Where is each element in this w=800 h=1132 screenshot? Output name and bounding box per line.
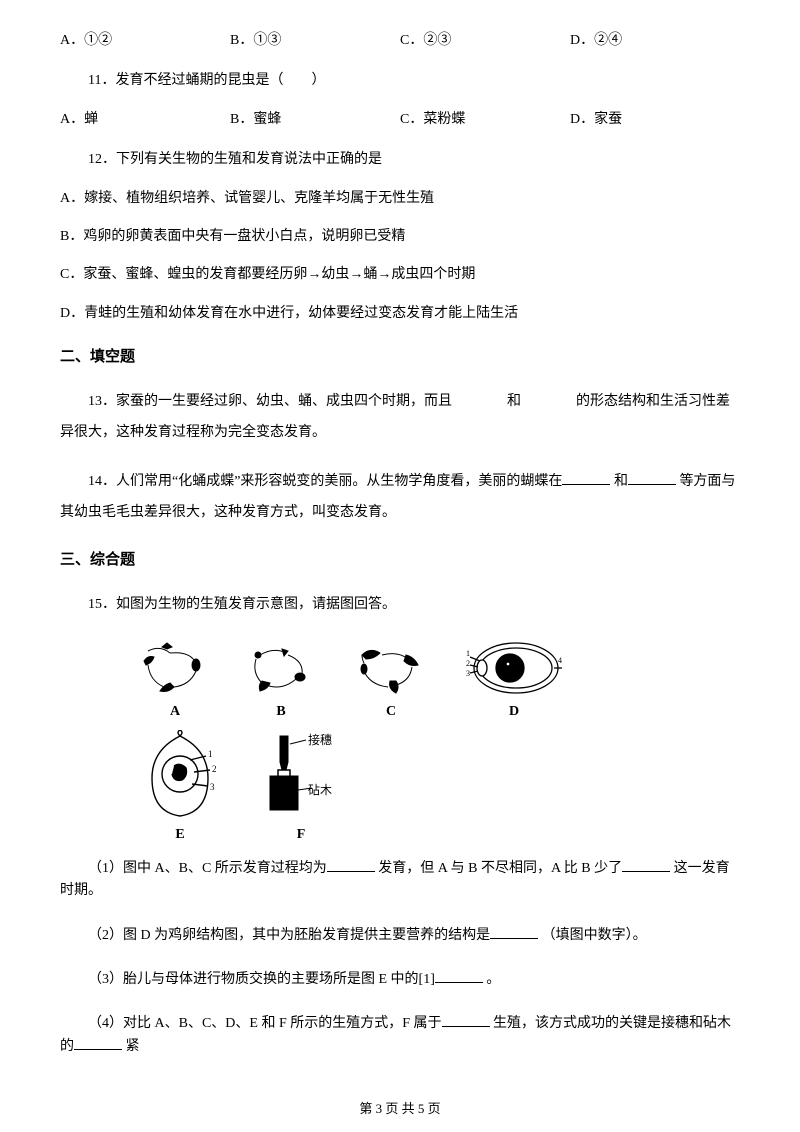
svg-text:2: 2 bbox=[466, 659, 470, 668]
q10-opt-a: A．①② bbox=[60, 30, 230, 52]
q12-opt-d: D．青蛙的生殖和幼体发育在水中进行，幼体要经过变态发育才能上陆生活 bbox=[60, 303, 740, 325]
q15-1: （1）图中 A、B、C 所示发育过程均为 发育，但 A 与 B 不尽相同，A 比… bbox=[60, 858, 740, 903]
q10-opt-b: B．①③ bbox=[230, 30, 400, 52]
q11-stem: 11．发育不经过蛹期的昆虫是（ ） bbox=[60, 70, 740, 92]
q15-4: （4）对比 A、B、C、D、E 和 F 所示的生殖方式，F 属于 生殖，该方式成… bbox=[60, 1013, 740, 1058]
q15-2: （2）图 D 为鸡卵结构图，其中为胚胎发育提供主要营养的结构是 （填图中数字）。 bbox=[60, 925, 740, 947]
q15-4-blank-1 bbox=[442, 1013, 490, 1027]
figure-d: 1 2 3 4 D bbox=[466, 639, 562, 723]
q15-stem: 15．如图为生物的生殖发育示意图，请据图回答。 bbox=[60, 590, 740, 621]
figure-f: 接穗 砧木 F bbox=[256, 730, 346, 846]
q15-1-a: （1）图中 A、B、C 所示发育过程均为 bbox=[88, 861, 327, 876]
q12-stem: 12．下列有关生物的生殖和发育说法中正确的是 bbox=[60, 149, 740, 171]
q11-opt-c: C．菜粉蝶 bbox=[400, 109, 570, 131]
q11-opt-b: B．蜜蜂 bbox=[230, 109, 400, 131]
figure-e-svg: 1 2 3 bbox=[140, 730, 220, 820]
q15-2-b: （填图中数字）。 bbox=[542, 928, 647, 943]
svg-text:1: 1 bbox=[208, 749, 213, 759]
q14-text-b: 和 bbox=[614, 474, 628, 489]
figure-row-2: 1 2 3 E 接穗 砧木 bbox=[140, 730, 740, 846]
svg-text:3: 3 bbox=[210, 782, 215, 792]
q11-options: A．蝉 B．蜜蜂 C．菜粉蝶 D．家蚕 bbox=[60, 109, 740, 131]
section-3-heading: 三、综合题 bbox=[60, 548, 740, 572]
q14-text-a: 14．人们常用“化蛹成蝶”来形容蜕变的美丽。从生物学角度看，美丽的蝴蝶在 bbox=[88, 474, 562, 489]
figure-b-label: B bbox=[276, 701, 285, 723]
q15-4-blank-2 bbox=[74, 1036, 122, 1050]
figure-d-label: D bbox=[509, 701, 519, 723]
q15-4-a: （4）对比 A、B、C、D、E 和 F 所示的生殖方式，F 属于 bbox=[88, 1016, 442, 1031]
q10-opt-d: D．②④ bbox=[570, 30, 740, 52]
figure-c: C bbox=[352, 641, 430, 723]
q15-3-blank bbox=[435, 969, 483, 983]
figure-d-svg: 1 2 3 4 bbox=[466, 639, 562, 697]
q10-opt-c: C．②③ bbox=[400, 30, 570, 52]
q15-4-c: 紧 bbox=[126, 1039, 140, 1054]
q11-opt-d: D．家蚕 bbox=[570, 109, 740, 131]
figure-a-label: A bbox=[170, 701, 180, 723]
svg-text:2: 2 bbox=[212, 764, 217, 774]
q14: 14．人们常用“化蛹成蝶”来形容蜕变的美丽。从生物学角度看，美丽的蝴蝶在 和 等… bbox=[60, 467, 740, 529]
q13: 13．家蚕的一生要经过卵、幼虫、蛹、成虫四个时期，而且 和 的形态结构和生活习性… bbox=[60, 387, 740, 449]
q15-3-b: 。 bbox=[486, 972, 500, 987]
q15-3-a: （3）胎儿与母体进行物质交换的主要场所是图 E 中的[1] bbox=[88, 972, 435, 987]
figure-a-svg bbox=[140, 641, 210, 697]
figure-e-label: E bbox=[175, 824, 184, 846]
q12-opt-a: A．嫁接、植物组织培养、试管婴儿、克隆羊均属于无性生殖 bbox=[60, 188, 740, 210]
q12-opt-b: B．鸡卵的卵黄表面中央有一盘状小白点，说明卵已受精 bbox=[60, 226, 740, 248]
figure-b-svg bbox=[246, 641, 316, 697]
q12-opt-c: C．家蚕、蜜蜂、蝗虫的发育都要经历卵→幼虫→蛹→成虫四个时期 bbox=[60, 264, 740, 286]
q15-1-blank-2 bbox=[622, 858, 670, 872]
svg-text:1: 1 bbox=[466, 649, 470, 658]
figure-block: A B bbox=[140, 639, 740, 846]
figure-f-text-1: 接穗 bbox=[308, 732, 332, 747]
page-footer: 第 3 页 共 5 页 bbox=[0, 1099, 800, 1120]
q15-3: （3）胎儿与母体进行物质交换的主要场所是图 E 中的[1] 。 bbox=[60, 969, 740, 991]
figure-a: A bbox=[140, 641, 210, 723]
figure-row-1: A B bbox=[140, 639, 740, 723]
q15-2-a: （2）图 D 为鸡卵结构图，其中为胚胎发育提供主要营养的结构是 bbox=[88, 928, 490, 943]
q15-1-blank-1 bbox=[327, 858, 375, 872]
figure-c-svg bbox=[352, 641, 430, 697]
q14-blank-1 bbox=[562, 471, 610, 485]
section-2-heading: 二、填空题 bbox=[60, 345, 740, 369]
q14-blank-2 bbox=[628, 471, 676, 485]
figure-f-text-2: 砧木 bbox=[308, 783, 332, 797]
svg-text:4: 4 bbox=[558, 656, 562, 665]
q13-text-b: 和 bbox=[507, 394, 521, 409]
figure-c-label: C bbox=[386, 701, 396, 723]
figure-f-label: F bbox=[297, 824, 306, 846]
q10-options: A．①② B．①③ C．②③ D．②④ bbox=[60, 30, 740, 52]
q13-text-a: 13．家蚕的一生要经过卵、幼虫、蛹、成虫四个时期，而且 bbox=[88, 394, 452, 409]
figure-b: B bbox=[246, 641, 316, 723]
figure-e: 1 2 3 E bbox=[140, 730, 220, 846]
q11-opt-a: A．蝉 bbox=[60, 109, 230, 131]
svg-text:3: 3 bbox=[466, 669, 470, 678]
q15-1-b: 发育，但 A 与 B 不尽相同，A 比 B 少了 bbox=[378, 861, 622, 876]
figure-f-svg: 接穗 砧木 bbox=[256, 730, 346, 820]
q15-2-blank bbox=[490, 925, 538, 939]
